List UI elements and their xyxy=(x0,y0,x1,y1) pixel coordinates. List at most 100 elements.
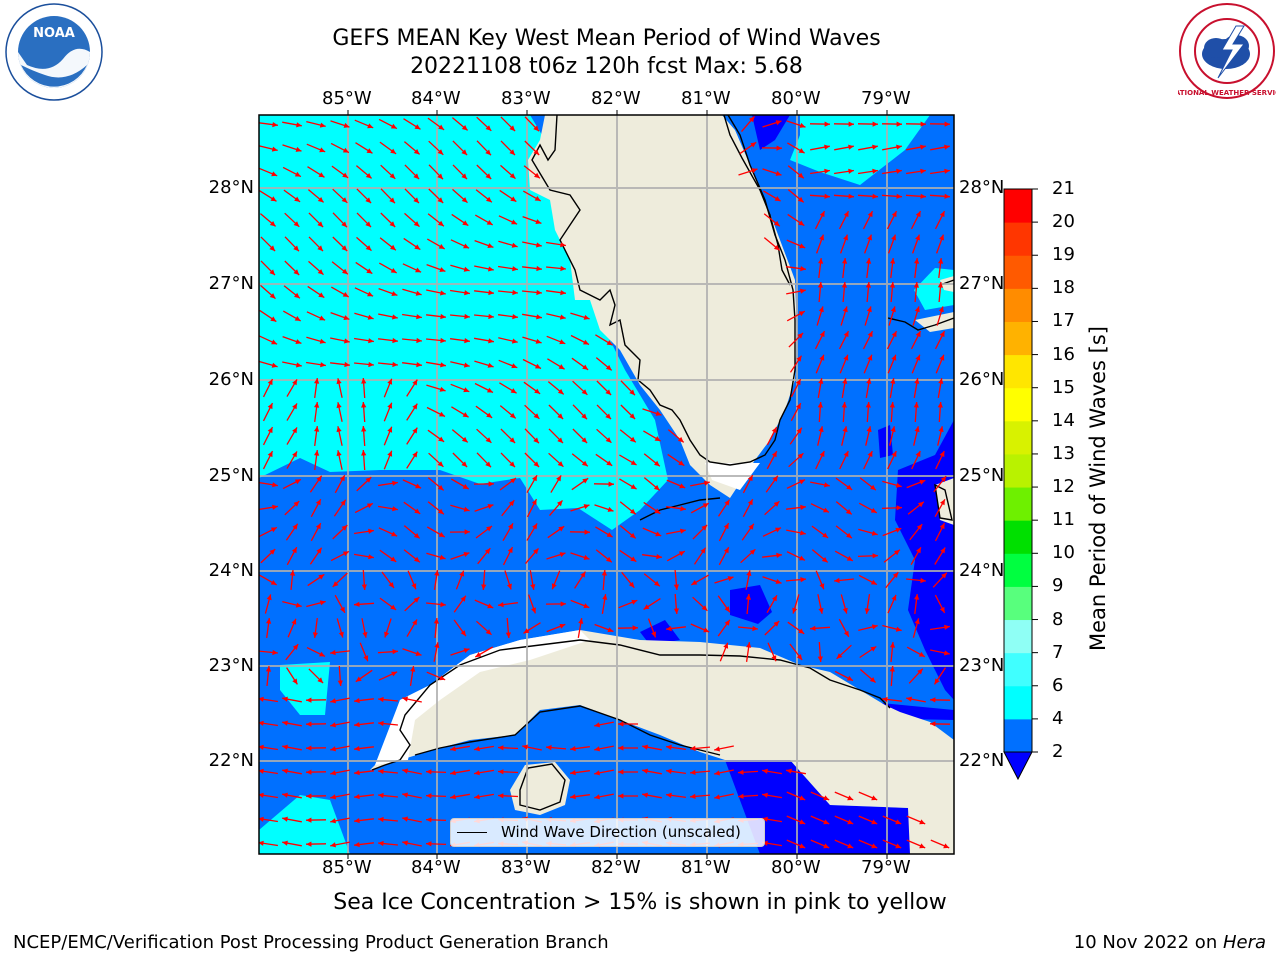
wind-wave-arrow-head xyxy=(890,258,896,264)
wind-wave-arrow-head xyxy=(412,427,418,434)
colorbar-frame xyxy=(1003,188,1033,752)
wind-wave-arrow-head xyxy=(824,168,830,174)
lat-label-left-22n: 22°N xyxy=(208,750,254,771)
colorbar-swatch xyxy=(1004,321,1032,356)
wind-wave-arrow-head xyxy=(413,597,420,603)
wind-wave-arrow-head xyxy=(723,523,729,530)
wind-wave-arrow-head xyxy=(891,331,897,338)
wind-wave-arrow-head xyxy=(330,842,336,848)
nws-logo: NATIONAL WEATHER SERVICE xyxy=(1178,3,1276,99)
colorbar-tick-label: 13 xyxy=(1052,442,1075,464)
wind-wave-arrow-head xyxy=(292,403,297,410)
wind-wave-arrow-head xyxy=(389,173,396,179)
wind-wave-arrow-head xyxy=(796,427,802,434)
wind-wave-arrow-head xyxy=(378,840,384,847)
wind-wave-arrow-head xyxy=(512,289,518,296)
wind-wave-arrow-head xyxy=(532,523,538,530)
wind-wave-arrow-head xyxy=(511,219,518,225)
wind-wave-arrow-head xyxy=(560,265,566,272)
wind-wave-arrow-head xyxy=(691,580,698,585)
wind-wave-arrow-head xyxy=(842,426,848,433)
wind-wave-arrow-head xyxy=(509,437,516,443)
wind-wave-arrow-head xyxy=(317,677,324,684)
wind-wave-arrow-head xyxy=(601,570,607,576)
wind-wave-arrow-head xyxy=(390,268,397,273)
wind-wave-arrow-head xyxy=(523,628,530,634)
wind-wave-arrow-head xyxy=(269,269,275,276)
wind-wave-arrow-head xyxy=(824,482,830,488)
wind-wave-arrow-head xyxy=(390,123,397,129)
wind-wave-arrow-head xyxy=(437,461,444,467)
wind-wave-arrow-head xyxy=(937,282,943,288)
wind-wave-arrow-head xyxy=(459,570,465,577)
wind-wave-arrow-head xyxy=(940,547,946,554)
wind-wave-arrow-head xyxy=(843,211,849,218)
colorbar-tick-label: 7 xyxy=(1052,641,1064,663)
wind-wave-arrow-head xyxy=(817,656,823,662)
wind-wave-arrow-head xyxy=(594,746,600,752)
wind-wave-arrow-head xyxy=(866,378,872,384)
wind-wave-arrow-head xyxy=(415,651,422,656)
wind-wave-arrow-head xyxy=(463,243,470,249)
wind-wave-arrow-head xyxy=(259,792,264,798)
wind-wave-arrow-head xyxy=(618,721,624,727)
wind-wave-arrow-head xyxy=(642,744,648,750)
wind-wave-arrow-head xyxy=(330,722,336,728)
wind-wave-arrow-head xyxy=(823,843,830,849)
wind-wave-arrow-head xyxy=(606,340,613,346)
wind-wave-arrow-head xyxy=(546,745,552,751)
wind-wave-arrow-head xyxy=(282,792,288,798)
wind-wave-arrow-head xyxy=(775,170,782,176)
wind-wave-arrow-head xyxy=(939,523,945,530)
wind-wave-arrow-head xyxy=(486,220,493,225)
lat-label-right-28n: 28°N xyxy=(959,177,1005,198)
wind-wave-arrow-head xyxy=(919,843,926,849)
wind-wave-arrow-head xyxy=(941,572,947,579)
sea-ice-caption: Sea Ice Concentration > 15% is shown in … xyxy=(333,890,947,915)
wind-wave-arrow-head xyxy=(581,460,588,467)
wind-wave-arrow-head xyxy=(475,652,482,657)
wind-wave-arrow-head xyxy=(799,795,806,801)
wind-wave-arrow-head xyxy=(437,173,443,180)
wind-wave-arrow-head xyxy=(292,678,298,685)
wind-wave-arrow-head xyxy=(464,529,470,535)
wind-wave-arrow-head xyxy=(795,379,801,386)
wind-wave-arrow-head xyxy=(536,242,542,248)
wind-wave-arrow-head xyxy=(937,402,943,408)
wind-wave-arrow-head xyxy=(889,282,895,288)
wind-wave-arrow-head xyxy=(474,746,480,752)
wind-wave-arrow-head xyxy=(915,354,921,361)
wind-wave-arrow-head xyxy=(819,354,825,361)
wind-wave-arrow-head xyxy=(354,818,360,824)
wind-wave-arrow-head xyxy=(293,501,300,507)
wind-wave-arrow-head xyxy=(317,197,324,203)
wind-wave-arrow-head xyxy=(426,817,432,823)
wind-wave-arrow-head xyxy=(498,745,504,751)
wind-wave-arrow-head xyxy=(799,243,806,249)
wind-wave-arrow-head xyxy=(842,306,848,313)
wind-wave-arrow-head xyxy=(892,572,899,578)
wind-wave-arrow-head xyxy=(890,378,896,384)
wind-wave-arrow-head xyxy=(341,221,347,228)
wind-wave-arrow-head xyxy=(341,197,348,203)
wind-wave-arrow-head xyxy=(798,311,805,317)
wind-wave-arrow-head xyxy=(392,480,398,486)
wind-wave-arrow-head xyxy=(891,234,896,241)
wind-wave-arrow-head xyxy=(426,841,432,847)
wind-wave-arrow-head xyxy=(867,234,872,241)
wind-wave-arrow-head xyxy=(891,211,897,218)
wind-wave-arrow-head xyxy=(438,436,445,442)
wind-wave-arrow-head xyxy=(414,244,421,250)
colorbar-swatch xyxy=(1004,189,1032,223)
wind-wave-arrow-head xyxy=(656,554,662,560)
wind-wave-arrow-head xyxy=(391,671,398,677)
wind-wave-arrow-head xyxy=(906,696,912,702)
wind-wave-arrow-head xyxy=(306,721,312,727)
colorbar-tick-label: 15 xyxy=(1052,376,1075,398)
wind-wave-arrow-head xyxy=(463,506,470,512)
wind-wave-arrow-head xyxy=(751,168,758,174)
wind-wave-arrow-head xyxy=(485,125,492,131)
wind-wave-arrow-head xyxy=(487,243,494,248)
wind-wave-arrow-head xyxy=(872,193,878,199)
